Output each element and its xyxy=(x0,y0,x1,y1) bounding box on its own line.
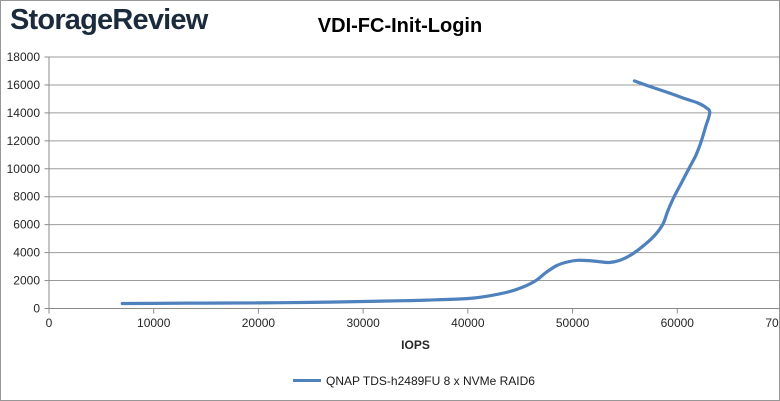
x-tick-label-40000: 40000 xyxy=(451,316,485,330)
series-line-qnap xyxy=(120,79,712,306)
y-tick-label-2000: 2000 xyxy=(13,274,40,288)
x-tick-label-10000: 10000 xyxy=(137,316,171,330)
y-tick-label-10000: 10000 xyxy=(7,162,41,176)
x-axis-title: IOPS xyxy=(401,338,430,352)
x-tick-label-60000: 60000 xyxy=(661,316,695,330)
y-tick-label-6000: 6000 xyxy=(13,218,40,232)
legend: QNAP TDS-h2489FU 8 x NVMe RAID6 xyxy=(49,372,779,389)
y-tick-label-14000: 14000 xyxy=(7,106,41,120)
x-tick-label-20000: 20000 xyxy=(242,316,276,330)
x-tick-label-70000: 70000 xyxy=(765,316,780,330)
x-tick-label-0: 0 xyxy=(46,316,53,330)
legend-line-swatch xyxy=(293,379,322,382)
y-tick-label-12000: 12000 xyxy=(7,134,41,148)
chart-title: VDI-FC-Init-Login xyxy=(317,15,483,37)
legend-series-label: QNAP TDS-h2489FU 8 x NVMe RAID6 xyxy=(326,373,535,388)
x-tick-label-30000: 30000 xyxy=(346,316,380,330)
y-tick-label-18000: 18000 xyxy=(7,50,41,64)
y-tick-label-16000: 16000 xyxy=(7,78,41,92)
y-tick-label-4000: 4000 xyxy=(13,246,40,260)
x-tick-label-50000: 50000 xyxy=(556,316,590,330)
y-tick-label-0: 0 xyxy=(33,302,40,316)
y-tick-label-8000: 8000 xyxy=(13,190,40,204)
storagereview-logo: StorageReview xyxy=(10,4,208,36)
